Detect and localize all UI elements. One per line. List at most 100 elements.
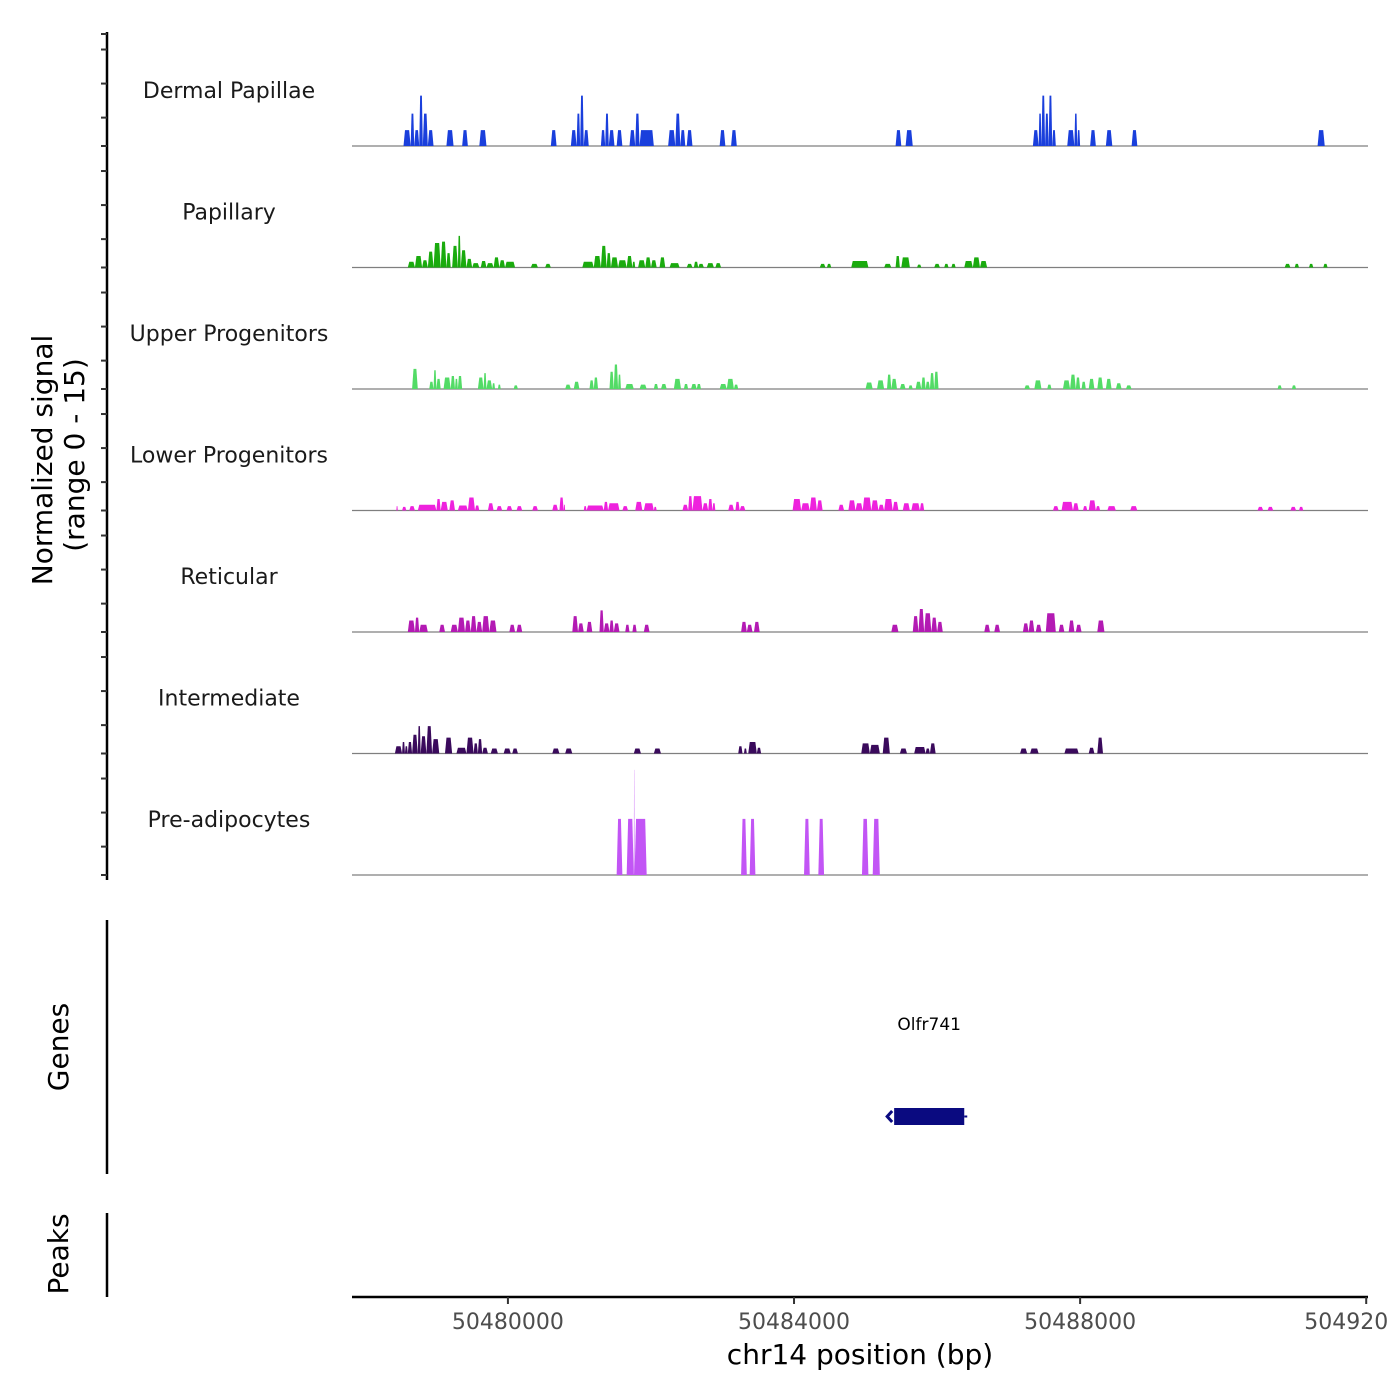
signal-bin: [503, 748, 511, 754]
signal-bin: [552, 504, 558, 511]
signal-bin: [487, 503, 494, 511]
signal-bin: [735, 501, 740, 511]
signal-bin: [719, 130, 726, 146]
signal-bin: [1277, 385, 1282, 389]
signal-bin: [593, 377, 599, 389]
signal-bin: [457, 376, 463, 389]
signal-bin: [826, 263, 832, 268]
signal-bin: [578, 623, 584, 632]
signal-bin: [599, 610, 604, 632]
signal-bin: [643, 624, 650, 632]
signal-bin: [552, 748, 560, 754]
gene-olfr741[interactable]: Olfr741: [885, 1015, 968, 1125]
signal-bin: [683, 383, 689, 389]
signal-bin: [457, 505, 468, 511]
signal-bin: [1034, 380, 1042, 389]
signal-bin: [1062, 380, 1071, 389]
signal-bin: [532, 506, 538, 511]
signal-bin: [586, 505, 604, 511]
signal-bin: [908, 385, 913, 389]
signal-bin: [1075, 377, 1081, 389]
signal-bin: [1022, 623, 1029, 632]
signal-bin: [749, 818, 756, 875]
track-dermal-papillae: Dermal Papillae: [143, 79, 1368, 147]
signal-bin: [436, 378, 441, 389]
signal-bin: [682, 504, 689, 511]
signal-bin: [753, 621, 760, 632]
signal-bin: [1064, 748, 1079, 754]
signal-bin: [479, 130, 487, 146]
signal-bin: [698, 263, 704, 268]
signal-bin: [895, 130, 902, 146]
signal-bin: [680, 130, 686, 146]
signal-bin: [818, 818, 825, 875]
signal-bin: [1045, 613, 1056, 632]
signal-bin: [609, 371, 614, 389]
signal-bin: [1115, 383, 1122, 389]
signal-bin: [565, 748, 573, 754]
signal-bin: [715, 263, 722, 268]
track-label: Papillary: [182, 201, 276, 226]
x-ticks: 50480000 50484000 50488000 504920: [452, 1297, 1388, 1335]
signal-bin: [719, 383, 727, 389]
signal-bin: [915, 381, 922, 389]
signal-bin: [476, 621, 483, 632]
signal-bin: [929, 373, 935, 389]
signal-bin: [440, 241, 447, 268]
signal-bin: [422, 113, 428, 146]
signal-bin: [871, 500, 879, 511]
signal-bin: [878, 504, 885, 511]
signal-bin: [899, 748, 908, 754]
signal-bin: [1041, 95, 1046, 146]
signal-bin: [1072, 503, 1079, 511]
signal-bin: [477, 377, 484, 389]
signal-bin: [653, 506, 657, 511]
signal-bin: [633, 748, 641, 754]
signal-bin: [493, 257, 500, 268]
signal-bin: [470, 616, 477, 632]
signal-bin: [639, 130, 654, 146]
signal-bin: [1257, 506, 1264, 511]
signal-bin: [741, 621, 747, 632]
signal-bin: [419, 624, 428, 632]
signal-bin: [876, 380, 885, 389]
signal-bin: [972, 257, 980, 268]
signal-bin: [645, 257, 651, 268]
signal-bin: [964, 261, 973, 268]
signal-bin: [516, 506, 523, 511]
signal-bin: [513, 385, 518, 389]
signal-bin: [439, 624, 445, 632]
signal-bin: [702, 503, 709, 511]
signal-bin: [1052, 130, 1056, 146]
signal-bin: [919, 503, 925, 511]
signal-bin: [446, 130, 454, 146]
signal-bin: [509, 624, 516, 632]
signal-bin: [467, 497, 476, 511]
signal-bin: [731, 130, 737, 146]
signal-bin: [583, 506, 587, 511]
signal-bin: [417, 504, 437, 511]
signal-bin: [462, 130, 468, 146]
signal-bin: [905, 130, 913, 146]
signal-bin: [1052, 506, 1059, 511]
signal-bin: [432, 739, 440, 754]
signal-y-axis: [101, 32, 109, 880]
signal-bin: [444, 737, 453, 754]
signal-bin: [884, 498, 893, 511]
signal-bin: [512, 748, 518, 754]
signal-bin: [892, 501, 899, 511]
signal-bin: [887, 374, 892, 389]
signal-bin: [1097, 377, 1104, 389]
signal-bin: [748, 741, 757, 754]
track-intermediate: Intermediate: [158, 687, 1368, 755]
signal-bin: [466, 258, 473, 268]
signal-bin: [633, 769, 635, 875]
signal-bin: [1061, 501, 1073, 511]
signal-bin: [443, 377, 451, 389]
signal-bin: [659, 257, 666, 268]
signal-bin: [618, 260, 627, 268]
signal-bin: [861, 743, 870, 754]
signal-bin: [1294, 263, 1299, 268]
signal-bin: [412, 734, 418, 754]
